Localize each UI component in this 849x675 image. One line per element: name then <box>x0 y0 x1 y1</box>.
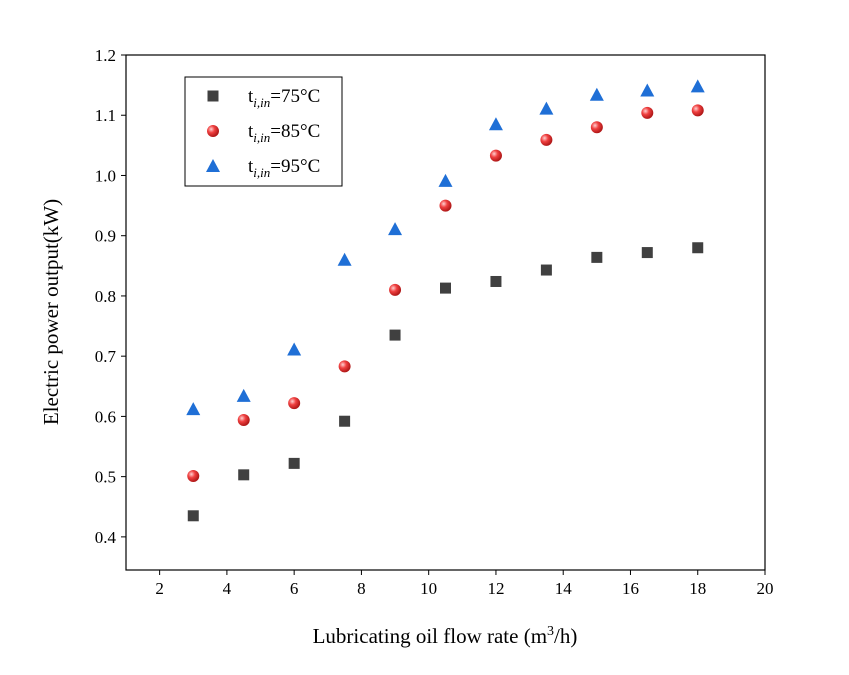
data-point-circle <box>237 414 250 427</box>
data-point-triangle <box>337 252 352 266</box>
y-tick-label: 0.4 <box>95 528 117 547</box>
y-tick-label: 0.5 <box>95 468 116 487</box>
x-tick-label: 18 <box>689 579 706 598</box>
legend-label-sub: i,in <box>253 165 270 180</box>
y-tick-label: 1.0 <box>95 166 116 185</box>
y-tick-label: 1.1 <box>95 106 116 125</box>
y-tick-label: 0.7 <box>95 347 117 366</box>
data-point-circle <box>641 106 654 119</box>
data-point-square <box>238 469 250 481</box>
y-axis-title: Electric power output(kW) <box>39 199 63 425</box>
data-point-triangle <box>388 222 403 236</box>
legend: ti,in=75°Cti,in=85°Cti,in=95°C <box>184 76 343 187</box>
data-point-triangle <box>287 342 302 356</box>
x-axis-title-sup: 3 <box>547 624 554 639</box>
legend-marker-circle <box>207 125 219 137</box>
data-point-triangle <box>640 83 655 97</box>
series-3 <box>186 79 705 416</box>
legend-marker-square <box>207 90 219 102</box>
x-tick-label: 12 <box>487 579 504 598</box>
x-tick-label: 20 <box>757 579 774 598</box>
legend-label-rest: =85°C <box>270 121 320 142</box>
data-point-triangle <box>438 173 453 187</box>
data-point-square <box>339 415 351 427</box>
legend-label-rest: =75°C <box>270 86 320 107</box>
x-tick-label: 14 <box>555 579 573 598</box>
legend-label-rest: =95°C <box>270 156 320 177</box>
series-2 <box>187 104 704 483</box>
legend-label-sub: i,in <box>253 95 270 110</box>
x-tick-label: 4 <box>223 579 232 598</box>
legend-label-main: t <box>248 156 254 177</box>
legend-label-main: t <box>248 121 254 142</box>
data-point-circle <box>439 199 452 212</box>
y-tick-label: 1.2 <box>95 46 116 65</box>
data-point-square <box>440 282 451 294</box>
data-point-circle <box>540 133 553 146</box>
data-point-square <box>490 275 502 287</box>
data-point-circle <box>288 397 301 410</box>
x-tick-label: 10 <box>420 579 437 598</box>
legend-label: ti,in=95°C <box>248 156 320 180</box>
axis-ticks: 2 4 6 8 10 12 14 16 18 20 0.4 0.5 0.6 0.7 0.8 0.9 1.0 1.1… <box>95 46 774 598</box>
data-point-circle <box>338 360 351 373</box>
legend-label: ti,in=85°C <box>248 121 320 145</box>
data-point-square <box>692 242 704 254</box>
y-tick-label: 0.8 <box>95 287 116 306</box>
data-points <box>186 79 705 522</box>
data-point-triangle <box>589 87 604 101</box>
x-axis-title-end: /h) <box>554 624 577 648</box>
data-point-square <box>389 329 401 341</box>
data-point-triangle <box>186 402 201 416</box>
y-tick-label: 0.6 <box>95 407 116 426</box>
data-point-circle <box>590 121 603 134</box>
data-point-triangle <box>690 79 705 93</box>
data-point-triangle <box>539 101 554 115</box>
y-tick-label: 0.9 <box>95 227 116 246</box>
x-tick-label: 8 <box>357 579 366 598</box>
legend-label-sub: i,in <box>253 130 270 145</box>
data-point-circle <box>187 470 200 483</box>
x-tick-label: 2 <box>155 579 164 598</box>
legend-marker-triangle <box>206 159 220 172</box>
data-point-circle <box>691 104 704 117</box>
data-point-square <box>540 264 552 276</box>
legend-label-main: t <box>248 86 254 107</box>
legend-label: ti,in=75°C <box>248 86 320 110</box>
data-point-square <box>641 247 653 259</box>
x-tick-label: 6 <box>290 579 299 598</box>
data-point-triangle <box>488 117 503 131</box>
plot-frame <box>125 54 766 571</box>
data-point-circle <box>489 149 502 162</box>
data-point-square <box>591 251 603 263</box>
data-point-circle <box>389 283 402 296</box>
data-point-triangle <box>236 388 251 402</box>
x-tick-label: 16 <box>622 579 639 598</box>
x-axis-title: Lubricating oil flow rate (m3/h) <box>313 624 578 648</box>
data-point-square <box>288 457 300 469</box>
data-point-square <box>187 510 199 522</box>
series-1 <box>187 242 704 522</box>
